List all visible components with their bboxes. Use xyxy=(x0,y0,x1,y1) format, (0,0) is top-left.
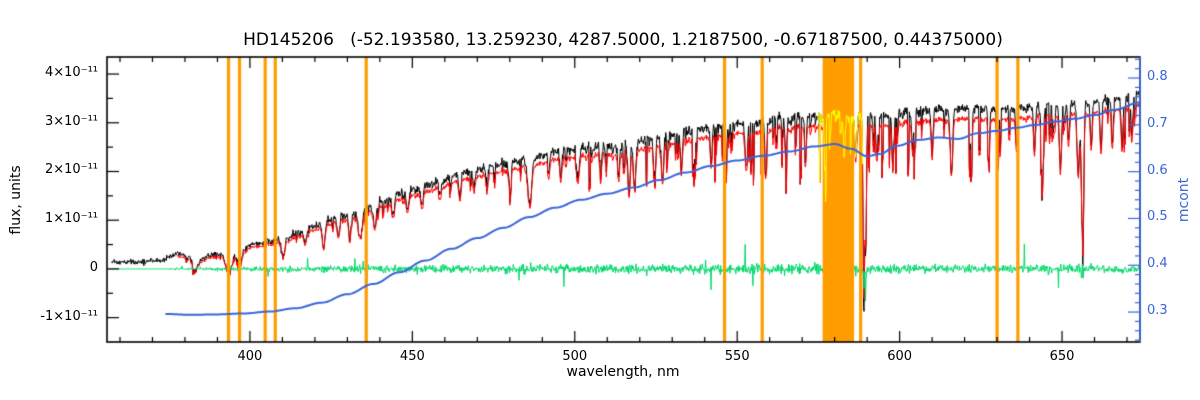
left-axis-label: flux, units xyxy=(8,165,24,235)
right-axis-label: mcont xyxy=(1176,177,1192,223)
plot-title: HD145206 (-52.193580, 13.259230, 4287.50… xyxy=(243,30,1003,50)
x-axis-label: wavelength, nm xyxy=(566,364,680,380)
